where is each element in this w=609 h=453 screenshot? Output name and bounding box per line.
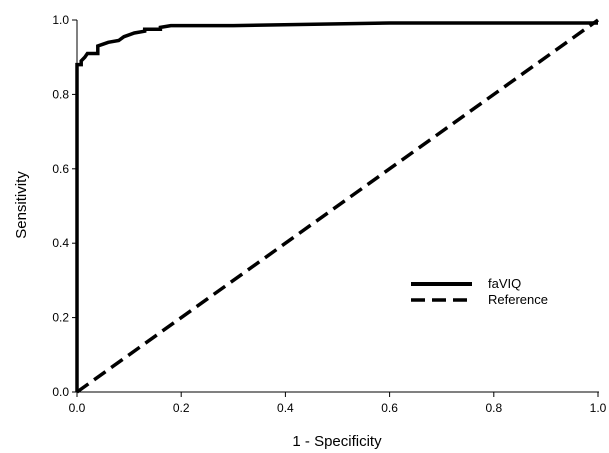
- legend-label-reference: Reference: [488, 292, 548, 307]
- x-tick-label: 0.4: [277, 401, 294, 415]
- legend-label-faviq: faVIQ: [488, 276, 521, 291]
- y-tick-label: 0.0: [52, 385, 69, 399]
- y-tick-label: 0.6: [52, 162, 69, 176]
- series-reference-line: [77, 20, 598, 392]
- y-tick-label: 0.2: [52, 311, 69, 325]
- legend: faVIQ Reference: [411, 276, 548, 307]
- y-tick-label: 0.4: [52, 236, 69, 250]
- x-tick-label: 0.0: [69, 401, 86, 415]
- x-tick-label: 1.0: [590, 401, 607, 415]
- x-axis-title: 1 - Specificity: [292, 433, 382, 450]
- y-tick-label: 0.8: [52, 87, 69, 101]
- series-layer: [77, 20, 598, 392]
- x-tick-label: 0.2: [173, 401, 190, 415]
- x-tick-label: 0.8: [485, 401, 502, 415]
- y-axis-title: Sensitivity: [13, 171, 30, 239]
- x-tick-label: 0.6: [381, 401, 398, 415]
- y-tick-label: 1.0: [52, 13, 69, 27]
